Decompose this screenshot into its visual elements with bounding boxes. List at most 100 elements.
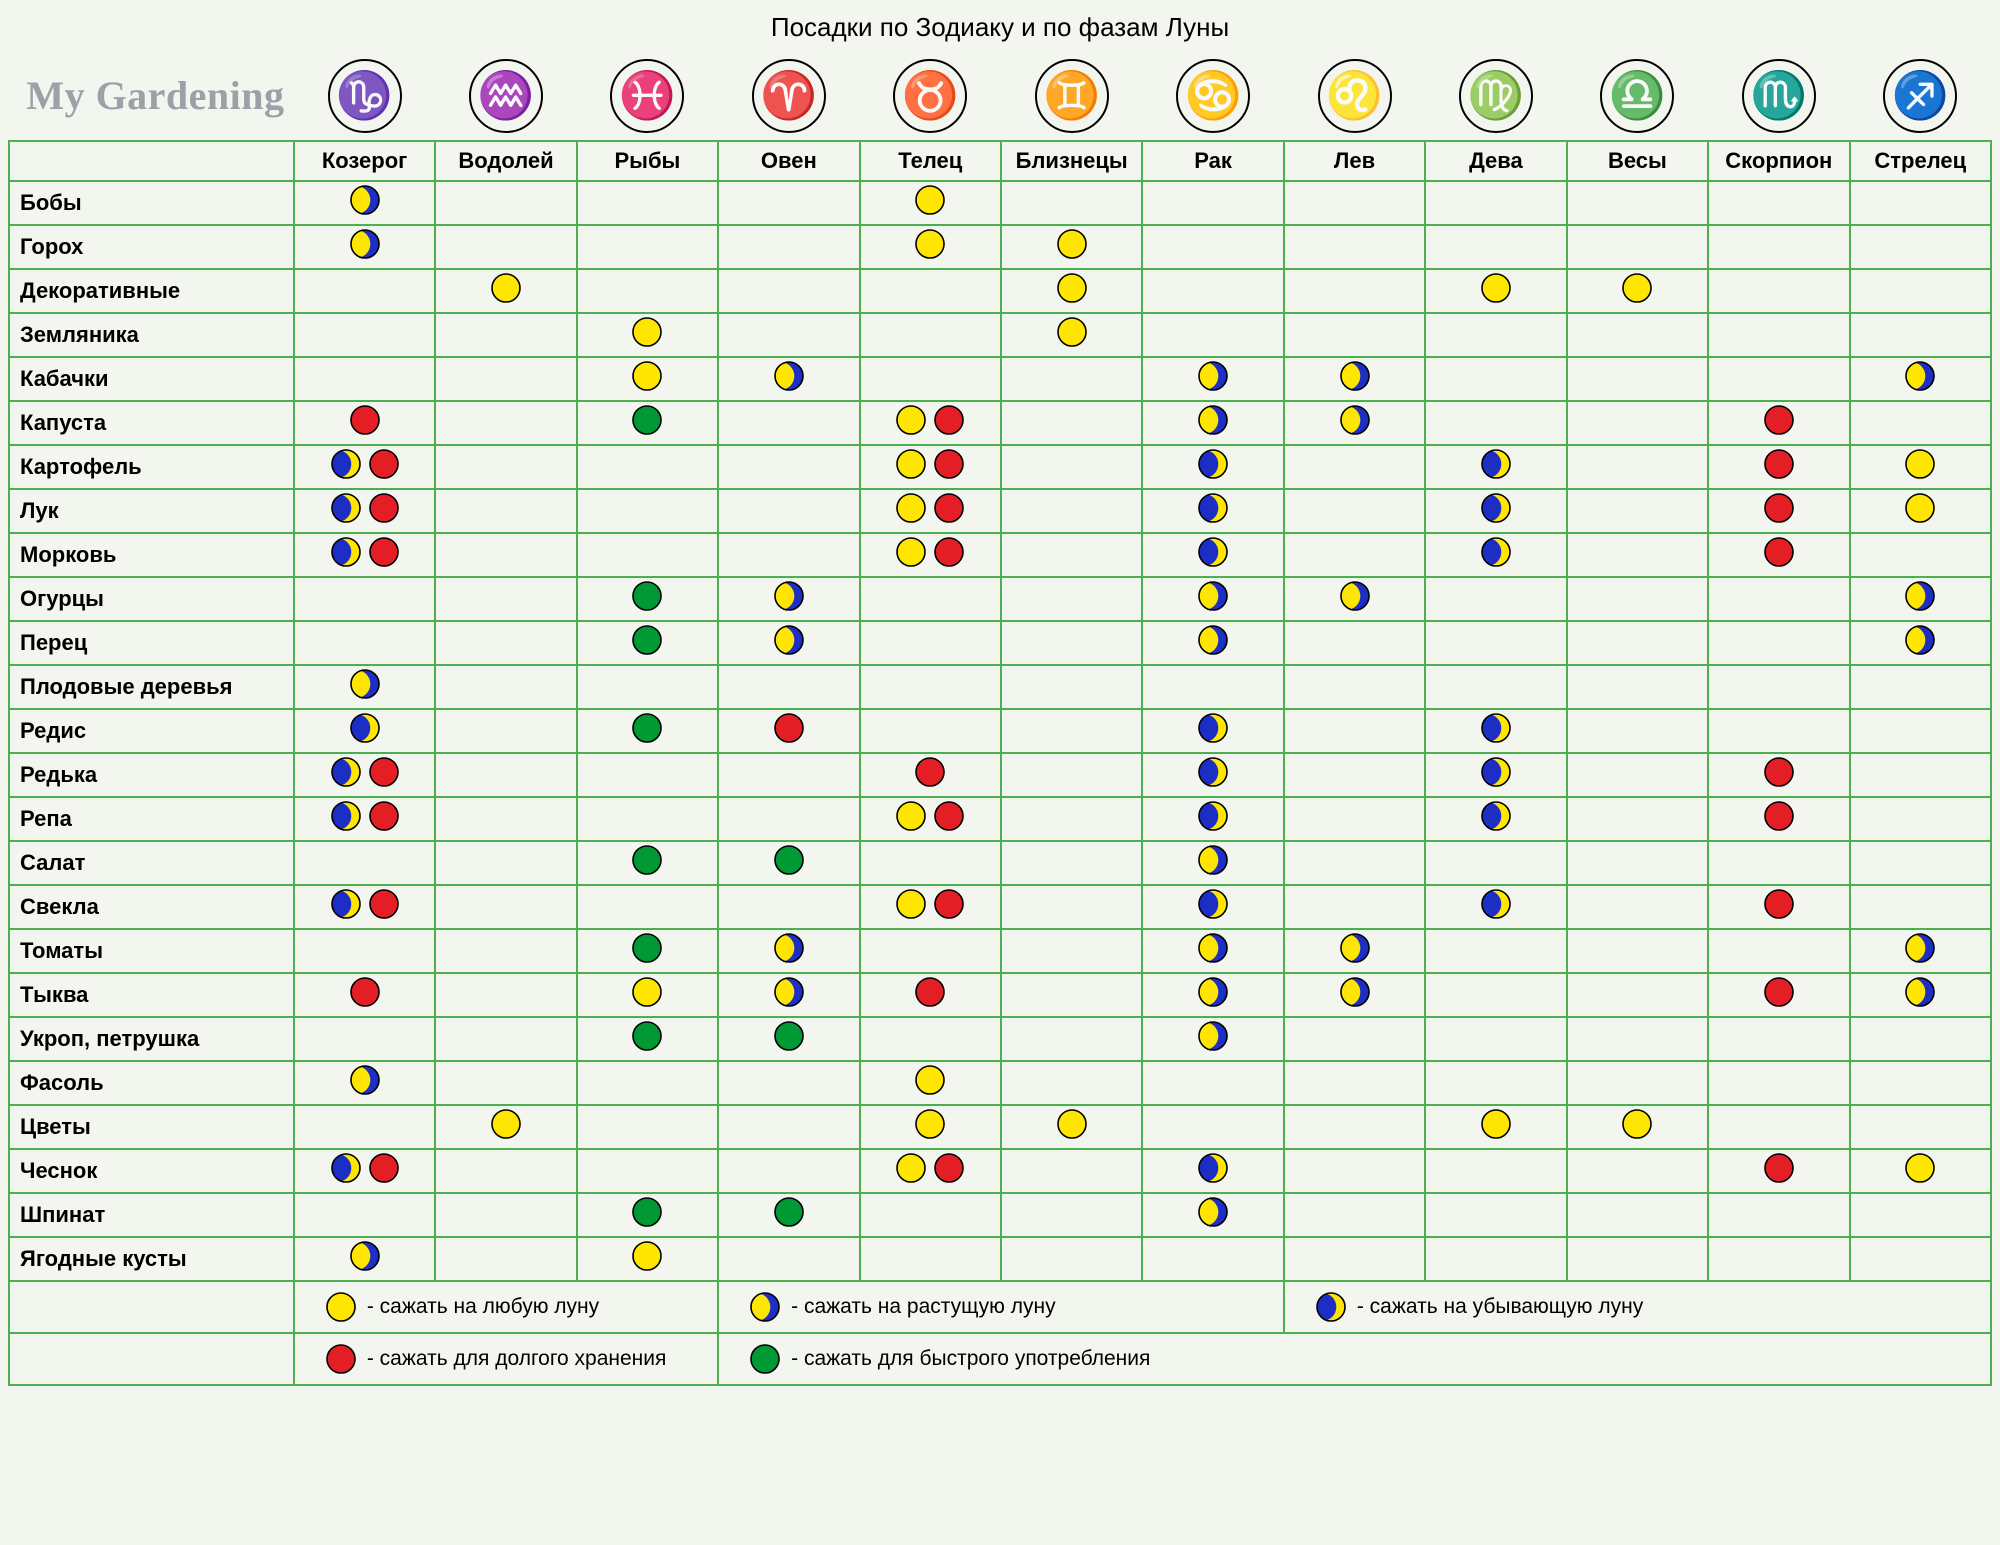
planting-cell — [860, 577, 1001, 621]
planting-cell — [1567, 225, 1708, 269]
planting-cell — [1850, 489, 1992, 533]
row-label: Свекла — [9, 885, 294, 929]
row-label: Томаты — [9, 929, 294, 973]
planting-cell — [1425, 885, 1566, 929]
planting-cell — [294, 753, 435, 797]
planting-cell — [1425, 1105, 1566, 1149]
planting-cell — [294, 1149, 435, 1193]
table-row: Редька — [9, 753, 1991, 797]
planting-cell — [294, 269, 435, 313]
table-row: Шпинат — [9, 1193, 1991, 1237]
planting-cell — [1850, 313, 1992, 357]
row-label: Бобы — [9, 181, 294, 225]
planting-cell — [1142, 269, 1283, 313]
planting-cell — [718, 401, 859, 445]
zodiac-header-taurus: Телец — [860, 141, 1001, 181]
legend-item: - сажать для быстрого употребления — [718, 1333, 1991, 1385]
row-label: Салат — [9, 841, 294, 885]
table-row: Земляника — [9, 313, 1991, 357]
planting-cell — [1708, 1017, 1849, 1061]
planting-cell — [1284, 1017, 1425, 1061]
planting-cell — [577, 1149, 718, 1193]
planting-cell — [577, 445, 718, 489]
planting-cell — [1708, 621, 1849, 665]
planting-cell — [860, 973, 1001, 1017]
planting-cell — [294, 665, 435, 709]
planting-cell — [860, 533, 1001, 577]
planting-cell — [1567, 621, 1708, 665]
planting-cell — [1850, 709, 1992, 753]
planting-cell — [435, 577, 576, 621]
planting-cell — [718, 357, 859, 401]
planting-cell — [1142, 489, 1283, 533]
planting-cell — [860, 357, 1001, 401]
planting-cell — [1001, 181, 1142, 225]
row-label: Редька — [9, 753, 294, 797]
planting-cell — [1001, 885, 1142, 929]
planting-cell — [577, 533, 718, 577]
planting-cell — [718, 489, 859, 533]
planting-cell — [1142, 1061, 1283, 1105]
planting-cell — [1284, 841, 1425, 885]
planting-cell — [1567, 709, 1708, 753]
legend-item: - сажать на растущую луну — [718, 1281, 1284, 1333]
planting-cell — [1001, 709, 1142, 753]
planting-cell — [294, 929, 435, 973]
planting-cell — [1850, 269, 1992, 313]
planting-cell — [1001, 973, 1142, 1017]
planting-cell — [1142, 445, 1283, 489]
planting-cell — [1001, 313, 1142, 357]
planting-cell — [1567, 1193, 1708, 1237]
planting-cell — [577, 181, 718, 225]
planting-cell — [1425, 1237, 1566, 1281]
zodiac-icon-leo: ♌ — [1284, 51, 1425, 141]
planting-cell — [435, 973, 576, 1017]
planting-cell — [435, 1061, 576, 1105]
planting-cell — [1708, 489, 1849, 533]
zodiac-header-leo: Лев — [1284, 141, 1425, 181]
planting-cell — [1142, 1193, 1283, 1237]
planting-cell — [435, 489, 576, 533]
planting-cell — [1850, 753, 1992, 797]
planting-cell — [435, 797, 576, 841]
zodiac-icon-libra: ♎ — [1567, 51, 1708, 141]
legend-spacer — [9, 1333, 294, 1385]
planting-cell — [1567, 313, 1708, 357]
planting-cell — [577, 577, 718, 621]
planting-cell — [1850, 973, 1992, 1017]
planting-cell — [294, 445, 435, 489]
planting-cell — [1284, 357, 1425, 401]
row-label: Огурцы — [9, 577, 294, 621]
planting-cell — [294, 181, 435, 225]
planting-cell — [1001, 1193, 1142, 1237]
planting-cell — [577, 665, 718, 709]
planting-cell — [1567, 181, 1708, 225]
planting-cell — [1142, 929, 1283, 973]
planting-cell — [1425, 1061, 1566, 1105]
planting-cell — [294, 577, 435, 621]
planting-cell — [1425, 445, 1566, 489]
table-row: Цветы — [9, 1105, 1991, 1149]
planting-cell — [1001, 489, 1142, 533]
table-row: Плодовые деревья — [9, 665, 1991, 709]
planting-cell — [1567, 533, 1708, 577]
legend-text: - сажать для быстрого употребления — [791, 1347, 1150, 1371]
planting-cell — [860, 929, 1001, 973]
planting-cell — [294, 973, 435, 1017]
planting-cell — [1567, 489, 1708, 533]
planting-cell — [435, 445, 576, 489]
row-label: Укроп, петрушка — [9, 1017, 294, 1061]
planting-cell — [1425, 1193, 1566, 1237]
logo: My Gardening — [9, 72, 294, 119]
planting-cell — [1425, 1017, 1566, 1061]
planting-cell — [1001, 1017, 1142, 1061]
table-row: Свекла — [9, 885, 1991, 929]
planting-cell — [1850, 797, 1992, 841]
planting-cell — [1284, 401, 1425, 445]
planting-cell — [860, 313, 1001, 357]
planting-cell — [435, 841, 576, 885]
planting-cell — [1850, 665, 1992, 709]
table-row: Картофель — [9, 445, 1991, 489]
planting-cell — [435, 313, 576, 357]
planting-cell — [1425, 489, 1566, 533]
